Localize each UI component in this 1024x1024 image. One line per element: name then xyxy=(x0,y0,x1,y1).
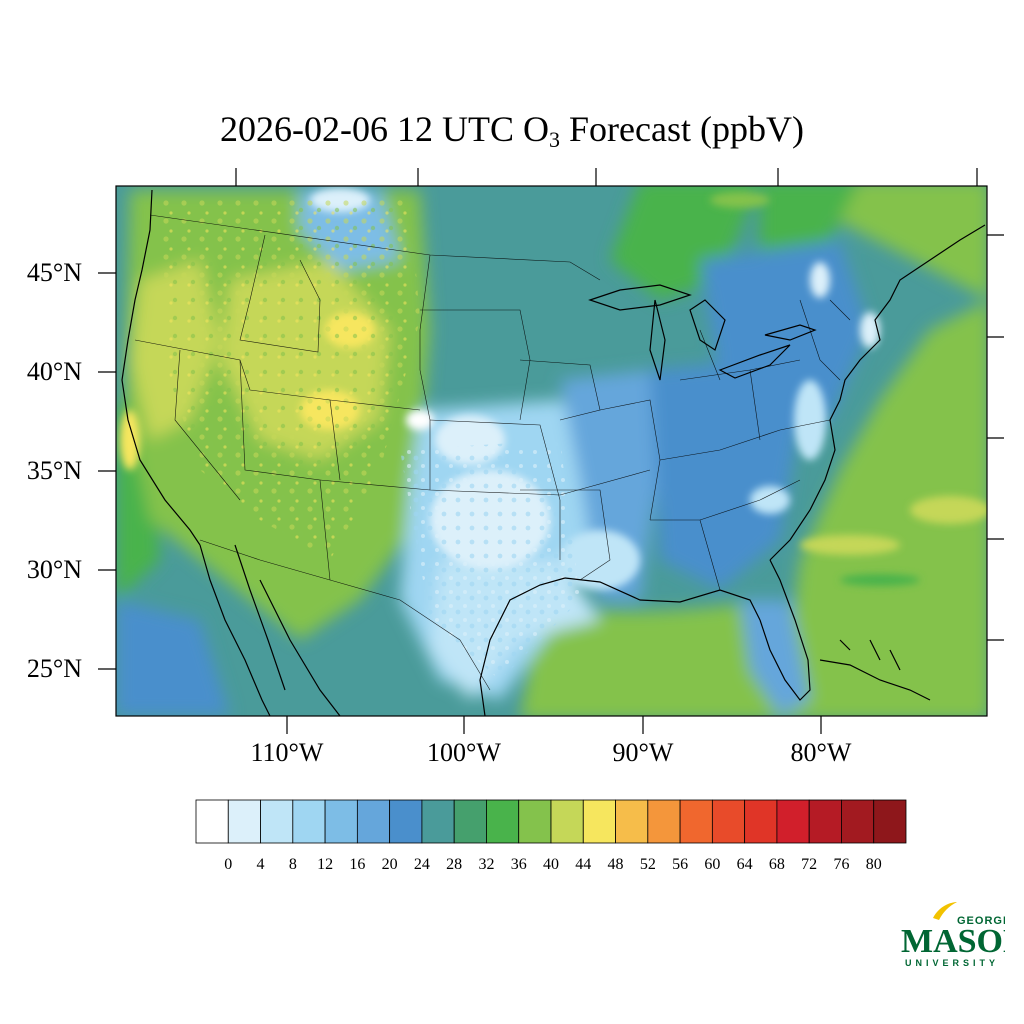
colorbar-tick-label: 28 xyxy=(446,856,463,873)
colorbar-tick-label: 72 xyxy=(801,856,818,873)
colorbar-box xyxy=(647,799,681,844)
colorbar-box xyxy=(356,799,391,844)
colorbar-tick-label: 68 xyxy=(768,856,785,873)
map-frame xyxy=(115,185,988,717)
lon-label-100w: 100°W xyxy=(427,738,501,767)
right-ticks xyxy=(987,234,1004,641)
bottom-ticks xyxy=(286,716,822,734)
colorbar-box xyxy=(195,799,229,844)
map-title: 2026-02-06 12 UTC O3 Forecast (ppbV) xyxy=(0,108,1024,153)
title-prefix: 2026-02-06 12 UTC O xyxy=(220,109,550,149)
lat-label-45n: 45°N xyxy=(26,258,82,287)
colorbar-tick-label: 8 xyxy=(288,856,297,873)
colorbar-tick-label: 60 xyxy=(704,856,721,873)
left-ticks xyxy=(98,272,116,670)
colorbar-box xyxy=(453,799,487,844)
colorbar-tick-label: 20 xyxy=(381,856,398,873)
logo-university: UNIVERSITY xyxy=(905,958,999,968)
colorbar-box xyxy=(550,799,584,844)
colorbar-tick-label: 24 xyxy=(413,856,430,873)
colorbar-box xyxy=(421,799,455,844)
colorbar-tick-label: 0 xyxy=(224,856,233,873)
colorbar-box xyxy=(744,799,778,844)
colorbar-tick-label: 48 xyxy=(607,856,624,873)
colorbar-box xyxy=(679,799,713,844)
colorbar-tick-label: 52 xyxy=(639,856,656,873)
colorbar-box xyxy=(389,799,423,844)
colorbar xyxy=(195,799,907,844)
colorbar-box xyxy=(292,799,326,844)
colorbar-box xyxy=(615,799,649,844)
colorbar-tick-label: 4 xyxy=(256,856,265,873)
colorbar-box xyxy=(518,799,552,844)
colorbar-box xyxy=(324,799,358,844)
colorbar-box xyxy=(711,799,746,844)
title-subscript: 3 xyxy=(549,127,561,152)
lat-label-30n: 30°N xyxy=(26,555,82,584)
lon-label-90w: 90°W xyxy=(612,738,674,767)
logo-mason: MASON xyxy=(901,923,1005,960)
colorbar-box xyxy=(808,799,842,844)
colorbar-box xyxy=(873,799,907,844)
lat-label-40n: 40°N xyxy=(26,357,82,386)
colorbar-box xyxy=(227,799,261,844)
logo-george: GEORGE xyxy=(957,915,1005,927)
top-ticks xyxy=(235,168,978,186)
colorbar-box xyxy=(776,799,810,844)
gmu-logo: GEORGE MASON UNIVERSITY xyxy=(901,902,1005,968)
colorbar-tick-label: 80 xyxy=(865,856,882,873)
colorbar-tick-label: 16 xyxy=(349,856,366,873)
colorbar-tick-label: 56 xyxy=(672,856,689,873)
lon-label-110w: 110°W xyxy=(250,738,324,767)
ozone-field xyxy=(116,186,987,716)
colorbar-tick-label: 32 xyxy=(478,856,495,873)
lat-label-35n: 35°N xyxy=(26,456,82,485)
lon-label-80w: 80°W xyxy=(790,738,852,767)
colorbar-tick-label: 76 xyxy=(833,856,850,873)
lat-label-25n: 25°N xyxy=(26,654,82,683)
colorbar-box xyxy=(841,799,875,844)
colorbar-tick-label: 44 xyxy=(575,856,592,873)
title-suffix: Forecast (ppbV) xyxy=(560,109,804,149)
colorbar-box xyxy=(260,799,294,844)
colorbar-tick-label: 64 xyxy=(736,856,753,873)
colorbar-tick-label: 40 xyxy=(543,856,559,873)
colorbar-tick-label: 36 xyxy=(510,856,527,873)
colorbar-tick-label: 12 xyxy=(317,856,334,873)
colorbar-box xyxy=(486,799,520,844)
colorbar-box xyxy=(582,799,616,844)
